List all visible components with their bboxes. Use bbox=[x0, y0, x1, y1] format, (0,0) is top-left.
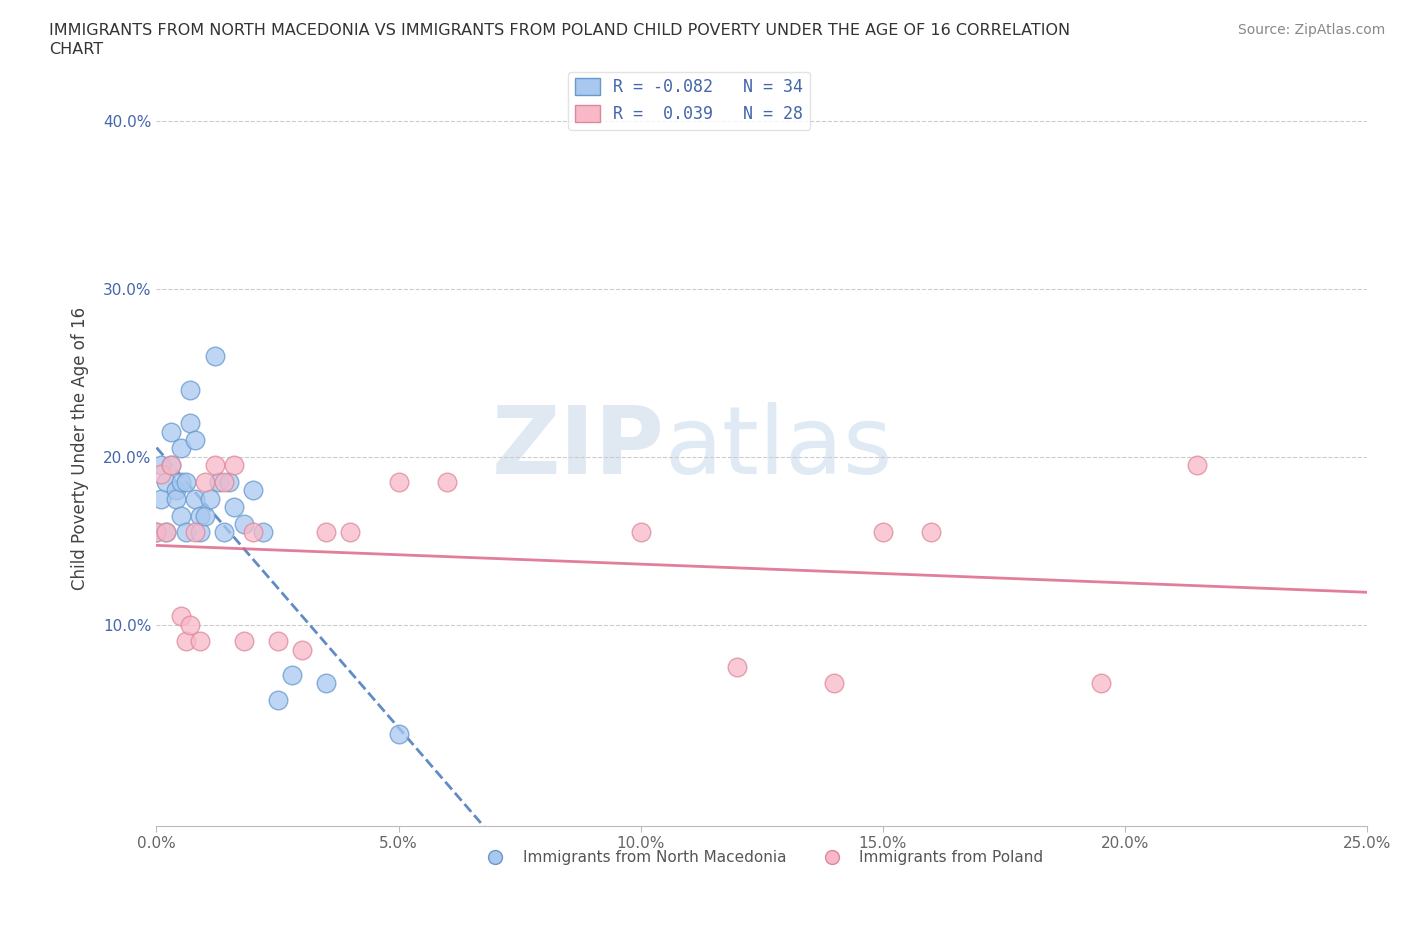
Point bbox=[242, 483, 264, 498]
Point bbox=[150, 458, 173, 472]
Point bbox=[155, 474, 177, 489]
Point bbox=[155, 525, 177, 539]
Text: Source: ZipAtlas.com: Source: ZipAtlas.com bbox=[1237, 23, 1385, 37]
Point bbox=[436, 474, 458, 489]
Point bbox=[145, 525, 167, 539]
Point bbox=[174, 474, 197, 489]
Point bbox=[266, 634, 288, 649]
Point bbox=[222, 458, 245, 472]
Point bbox=[160, 458, 183, 472]
Point bbox=[214, 474, 236, 489]
Point bbox=[204, 458, 226, 472]
Point bbox=[315, 676, 337, 691]
Point bbox=[165, 491, 187, 506]
Point bbox=[184, 525, 207, 539]
Point bbox=[387, 474, 409, 489]
Text: ZIP: ZIP bbox=[492, 403, 665, 495]
Point bbox=[179, 416, 201, 431]
Point bbox=[204, 349, 226, 364]
Point bbox=[188, 508, 211, 523]
Point bbox=[188, 634, 211, 649]
Point bbox=[160, 458, 183, 472]
Point bbox=[188, 525, 211, 539]
Point bbox=[387, 726, 409, 741]
Point bbox=[170, 441, 193, 456]
Point bbox=[179, 618, 201, 632]
Point bbox=[184, 432, 207, 447]
Point bbox=[232, 634, 254, 649]
Point bbox=[1090, 676, 1112, 691]
Point bbox=[145, 525, 167, 539]
Point bbox=[232, 516, 254, 531]
Point bbox=[218, 474, 240, 489]
Point bbox=[630, 525, 652, 539]
Point bbox=[1187, 458, 1209, 472]
Point bbox=[179, 382, 201, 397]
Point bbox=[150, 491, 173, 506]
Point bbox=[823, 676, 845, 691]
Point bbox=[155, 525, 177, 539]
Point bbox=[165, 483, 187, 498]
Point bbox=[725, 659, 748, 674]
Point bbox=[184, 491, 207, 506]
Point bbox=[174, 634, 197, 649]
Point bbox=[315, 525, 337, 539]
Point bbox=[872, 525, 894, 539]
Point bbox=[208, 474, 231, 489]
Point bbox=[920, 525, 942, 539]
Point bbox=[198, 491, 221, 506]
Point bbox=[214, 525, 236, 539]
Point bbox=[266, 693, 288, 708]
Point bbox=[252, 525, 274, 539]
Point bbox=[242, 525, 264, 539]
Y-axis label: Child Poverty Under the Age of 16: Child Poverty Under the Age of 16 bbox=[72, 307, 89, 590]
Point bbox=[150, 466, 173, 481]
Point bbox=[174, 525, 197, 539]
Point bbox=[170, 474, 193, 489]
Point bbox=[291, 643, 314, 658]
Point bbox=[222, 499, 245, 514]
Point bbox=[339, 525, 361, 539]
Point bbox=[170, 609, 193, 624]
Text: CHART: CHART bbox=[49, 42, 103, 57]
Text: IMMIGRANTS FROM NORTH MACEDONIA VS IMMIGRANTS FROM POLAND CHILD POVERTY UNDER TH: IMMIGRANTS FROM NORTH MACEDONIA VS IMMIG… bbox=[49, 23, 1070, 38]
Legend: Immigrants from North Macedonia, Immigrants from Poland: Immigrants from North Macedonia, Immigra… bbox=[474, 844, 1050, 871]
Point bbox=[160, 424, 183, 439]
Point bbox=[281, 668, 304, 683]
Point bbox=[170, 508, 193, 523]
Text: atlas: atlas bbox=[665, 403, 893, 495]
Point bbox=[194, 508, 217, 523]
Point bbox=[194, 474, 217, 489]
